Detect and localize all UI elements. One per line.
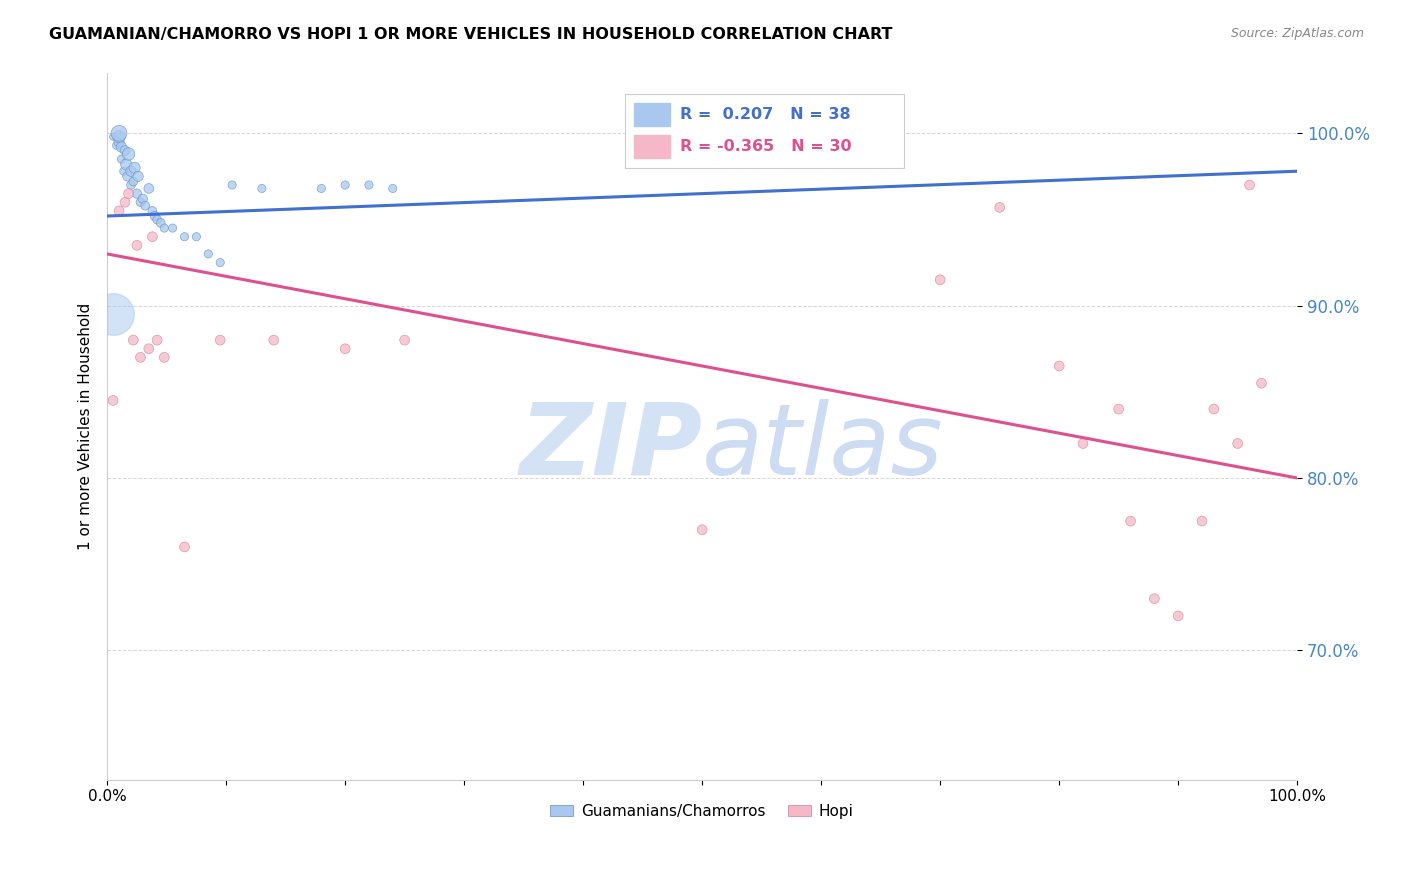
Point [117,147,139,161]
Point [117,169,139,184]
Point [153,351,176,365]
Point [117,186,139,201]
Point [108,126,131,140]
Point [134,199,156,213]
Point [125,238,148,252]
Point [101,129,124,144]
Point [143,209,166,223]
Point [209,255,232,269]
Point [1250,376,1272,391]
Point [381,181,404,195]
Point [129,351,152,365]
Point [146,212,169,227]
Point [1239,178,1261,192]
Text: GUAMANIAN/CHAMORRO VS HOPI 1 OR MORE VEHICLES IN HOUSEHOLD CORRELATION CHART: GUAMANIAN/CHAMORRO VS HOPI 1 OR MORE VEH… [49,27,893,42]
Point [311,181,333,195]
Point [162,221,184,235]
Point [141,229,163,244]
Point [1167,608,1189,623]
Point [333,178,356,192]
Point [1191,514,1213,528]
Point [127,169,149,184]
Text: R =  0.207   N = 38: R = 0.207 N = 38 [679,107,851,122]
Point [1071,436,1094,450]
Point [105,138,128,153]
Point [153,221,176,235]
Point [115,157,138,171]
Point [138,181,160,195]
Point [197,247,219,261]
Point [108,135,131,149]
FancyBboxPatch shape [634,103,671,126]
Point [1143,591,1166,606]
Legend: Guamanians/Chamorros, Hopi: Guamanians/Chamorros, Hopi [544,797,860,825]
Point [1108,402,1130,417]
Point [122,333,145,347]
Point [173,229,195,244]
Point [1202,402,1225,417]
FancyBboxPatch shape [634,136,671,158]
Point [1226,436,1249,450]
Point [112,164,135,178]
Text: atlas: atlas [702,399,943,496]
Point [186,229,208,244]
Text: ZIP: ZIP [519,399,702,496]
Point [125,186,148,201]
Point [120,164,142,178]
Point [110,152,132,166]
Point [209,333,232,347]
Point [108,203,131,218]
Point [988,201,1011,215]
Point [263,333,285,347]
Point [120,178,142,192]
Point [124,161,146,175]
Point [690,523,713,537]
Point [114,144,136,158]
Point [108,129,131,144]
Point [250,181,273,195]
Point [173,540,195,554]
Point [101,307,124,321]
Point [141,203,163,218]
Point [149,216,172,230]
Point [129,195,152,210]
Point [101,393,124,408]
Point [333,342,356,356]
Point [394,333,416,347]
Point [110,140,132,154]
Text: R = -0.365   N = 30: R = -0.365 N = 30 [679,139,851,154]
Point [132,192,155,206]
Point [221,178,243,192]
Point [1119,514,1142,528]
Point [114,195,136,210]
Point [122,175,145,189]
Point [929,273,952,287]
Y-axis label: 1 or more Vehicles in Household: 1 or more Vehicles in Household [79,302,93,549]
Point [138,342,160,356]
Text: Source: ZipAtlas.com: Source: ZipAtlas.com [1230,27,1364,40]
Point [1047,359,1070,373]
Point [146,333,169,347]
Point [357,178,380,192]
FancyBboxPatch shape [624,95,904,169]
